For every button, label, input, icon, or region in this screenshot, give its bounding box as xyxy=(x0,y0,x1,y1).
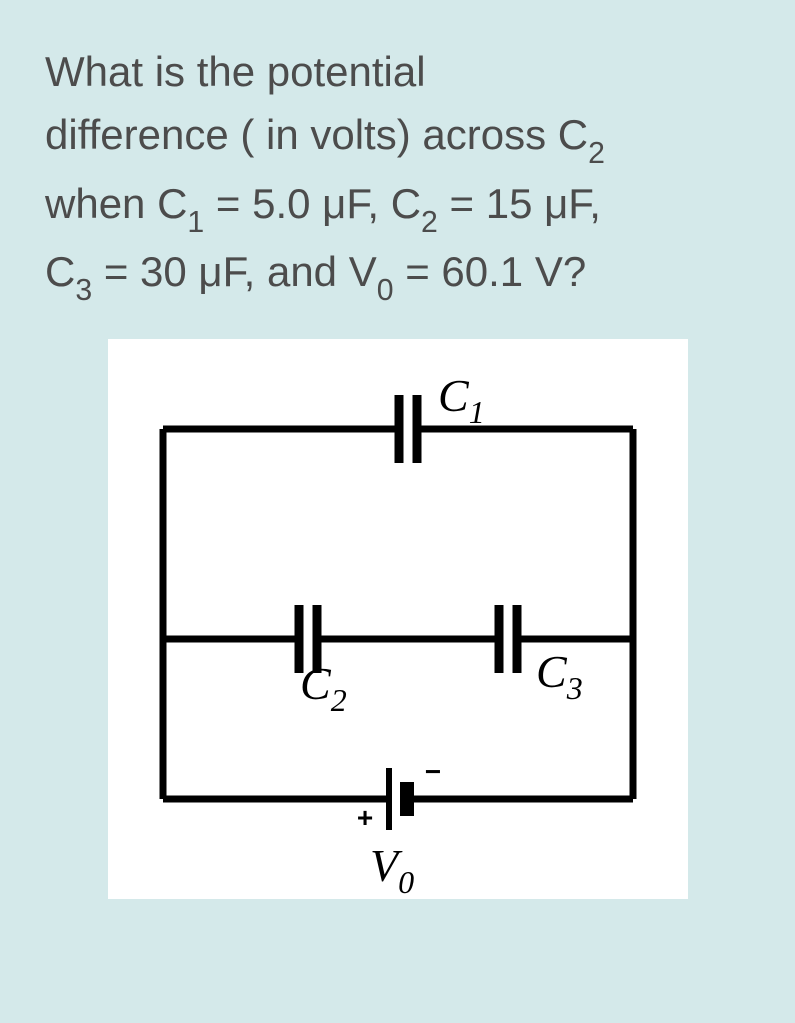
svg-text:−: − xyxy=(424,756,440,787)
q-line3c: = 15 μF, xyxy=(438,180,601,227)
q-line3b: = 5.0 μF, C xyxy=(204,180,421,227)
q-line4a: C xyxy=(45,248,75,295)
circuit-figure: C1 C2 C3 + − V0 xyxy=(108,339,688,899)
q-line2a: difference ( in volts) across C xyxy=(45,111,588,158)
q-line2-sub: 2 xyxy=(588,137,605,170)
question-text: What is the potential difference ( in vo… xyxy=(45,40,750,309)
svg-text:+: + xyxy=(356,802,372,833)
svg-text:C3: C3 xyxy=(536,646,583,706)
circuit-svg: C1 C2 C3 + − V0 xyxy=(108,339,688,899)
q-line4-sub2: 0 xyxy=(377,274,394,307)
svg-text:C1: C1 xyxy=(438,370,485,430)
q-line1: What is the potential xyxy=(45,48,426,95)
q-line3-sub2: 2 xyxy=(421,206,438,239)
q-line4c: = 60.1 V? xyxy=(394,248,587,295)
q-line4b: = 30 μF, and V xyxy=(92,248,377,295)
q-line3a: when C xyxy=(45,180,187,227)
q-line3-sub1: 1 xyxy=(187,206,204,239)
svg-text:V0: V0 xyxy=(370,840,414,899)
q-line4-sub1: 3 xyxy=(75,274,92,307)
svg-text:C2: C2 xyxy=(300,658,347,718)
